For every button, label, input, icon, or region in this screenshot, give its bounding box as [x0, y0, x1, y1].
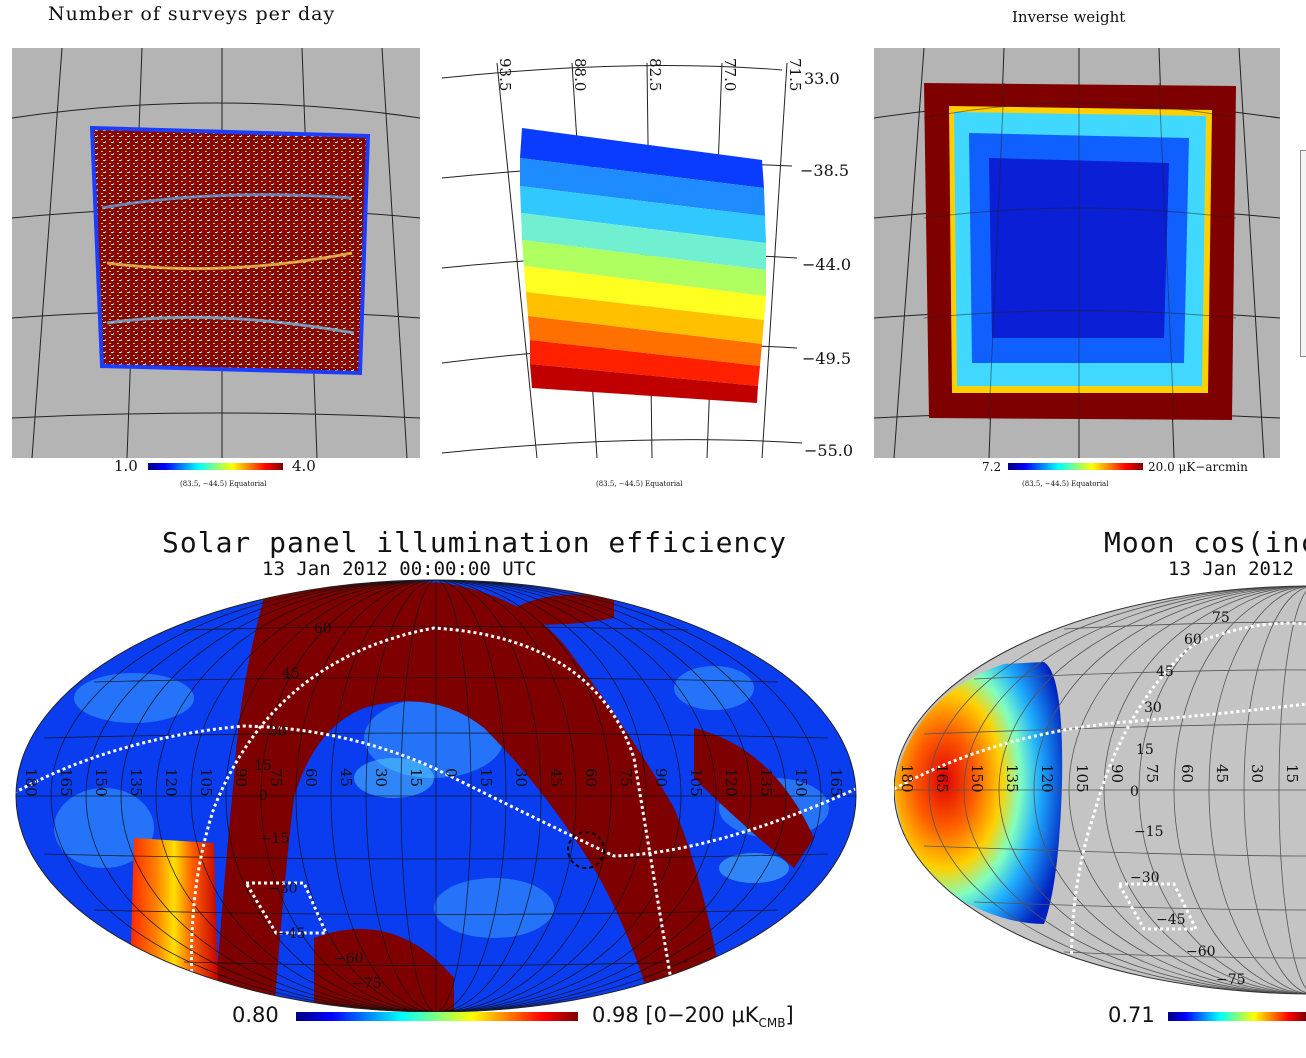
solar-cbar-unit-sub: CMB [758, 1016, 786, 1031]
solar-lon-label-11: 15 [407, 768, 425, 787]
moon-cbar-min: 0.71 [1108, 1003, 1155, 1027]
dec-label-1: −38.5 [800, 161, 849, 180]
moon-colorbar [1168, 1012, 1306, 1021]
solar-subtitle: 13 Jan 2012 00:00:00 UTC [262, 558, 537, 580]
inverse-weight-coord-note: (83.5, −44.5) Equatorial [1022, 480, 1109, 488]
moon-lat-label-2: 45 [1156, 664, 1174, 680]
solar-lon-label-9: 45 [337, 768, 355, 787]
solar-lon-label-0: 180 [22, 768, 40, 797]
solar-lon-label-19: 105 [687, 768, 705, 797]
solar-lon-label-8: 60 [302, 768, 320, 787]
solar-lon-label-3: 135 [127, 768, 145, 797]
moon-lat-label-8: −45 [1156, 912, 1186, 928]
moon-title: Moon cos(inc [1104, 526, 1306, 559]
moon-lon-label-4: 120 [1038, 764, 1056, 793]
dec-label-2: −44.0 [802, 255, 851, 274]
solar-cbar-close: ] [785, 1003, 794, 1027]
moon-lon-label-11: 15 [1283, 764, 1301, 783]
solar-lat-label-1: 45 [282, 666, 300, 682]
moon-lat-label-4: 15 [1136, 742, 1154, 758]
solar-lat-label-8: −60 [334, 951, 364, 967]
moon-lat-label-3: 30 [1144, 700, 1162, 716]
solar-lat-label-7: −45 [276, 926, 306, 942]
solar-lon-label-23: 165 [827, 768, 845, 797]
solar-lon-label-22: 150 [792, 768, 810, 797]
dec-label-3: −49.5 [802, 349, 851, 368]
solar-lat-label-2: 30 [269, 724, 287, 740]
moon-lon-label-8: 60 [1178, 764, 1196, 783]
moon-subtitle: 13 Jan 2012 [1168, 558, 1294, 580]
solar-lat-label-5: −15 [260, 831, 290, 847]
solar-lon-label-10: 30 [372, 768, 390, 787]
moon-lon-label-10: 30 [1248, 764, 1266, 783]
offscreen-panel-edge [1300, 150, 1306, 357]
solar-lon-label-6: 90 [232, 768, 250, 787]
solar-lon-label-13: 15 [477, 768, 495, 787]
solar-lon-label-7: 75 [267, 768, 285, 787]
moon-lon-label-0: 180 [898, 764, 916, 793]
moon-lat-label-5: 0 [1130, 784, 1139, 800]
ra-label-3: 77.0 [721, 58, 739, 91]
solar-lon-label-18: 90 [652, 768, 670, 787]
solar-mollweide-map: 180 165 150 135 120 105 90 75 60 45 30 15 0 15 30 45 60 7… [15, 579, 857, 1013]
solar-colorbar [296, 1012, 578, 1021]
moon-lon-label-2: 150 [968, 764, 986, 793]
moon-lat-label-0: 75 [1212, 610, 1230, 626]
ra-dec-map: 93.5 88.0 82.5 77.0 71.5 33.0 −38.5 −44.… [442, 48, 852, 458]
ra-label-0: 93.5 [496, 58, 514, 91]
inverse-weight-map [874, 48, 1280, 458]
solar-lon-label-2: 150 [92, 768, 110, 797]
solar-lon-label-1: 165 [57, 768, 75, 797]
moon-lon-label-5: 105 [1073, 764, 1091, 793]
ra-label-4: 71.5 [786, 58, 804, 91]
solar-title: Solar panel illumination efficiency [162, 526, 788, 559]
moon-lon-label-3: 135 [1003, 764, 1021, 793]
moon-lat-label-6: −15 [1134, 824, 1164, 840]
solar-lat-label-9: −75 [352, 976, 382, 992]
moon-lat-label-9: −60 [1186, 944, 1216, 960]
surveys-colorbar [148, 463, 283, 470]
solar-lat-label-0: 60 [314, 621, 332, 637]
solar-lat-label-3: 15 [254, 758, 272, 774]
moon-lat-label-1: 60 [1184, 632, 1202, 648]
solar-cbar-max: 0.98 [0−200 μK [592, 1003, 759, 1027]
surveys-title: Number of surveys per day [48, 3, 336, 25]
inverse-weight-cbar-max: 20.0 μK−arcmin [1148, 460, 1248, 474]
inverse-weight-colorbar [1008, 463, 1143, 470]
ra-label-1: 88.0 [571, 58, 589, 91]
dec-label-0: 33.0 [804, 69, 840, 88]
solar-cbar-max-group: 0.98 [0−200 μKCMB] [592, 1003, 794, 1030]
surveys-coord-note: (83.5, −44.5) Equatorial [180, 480, 267, 488]
surveys-cbar-min: 1.0 [114, 457, 138, 475]
surveys-map [12, 48, 420, 458]
solar-lon-label-21: 135 [757, 768, 775, 797]
moon-mollweide-map: 180 165 150 135 120 105 90 75 60 45 30 15 756045301… [894, 585, 1306, 995]
inverse-weight-cbar-min: 7.2 [982, 460, 1002, 474]
solar-lon-label-4: 120 [162, 768, 180, 797]
solar-cbar-min: 0.80 [232, 1003, 279, 1027]
moon-lat-label-10: −75 [1216, 972, 1246, 988]
dec-label-4: −55.0 [804, 441, 852, 458]
solar-lon-label-12: 0 [442, 768, 460, 778]
moon-lon-label-1: 165 [933, 764, 951, 793]
moon-lon-label-9: 45 [1213, 764, 1231, 783]
solar-lon-label-5: 105 [197, 768, 215, 797]
ra-coord-note: (83.5, −44.5) Equatorial [596, 480, 683, 488]
solar-lon-label-17: 75 [617, 768, 635, 787]
surveys-cbar-max: 4.0 [292, 457, 316, 475]
moon-lon-label-7: 75 [1143, 764, 1161, 783]
inverse-weight-title: Inverse weight [1012, 8, 1126, 26]
solar-lon-label-20: 120 [722, 768, 740, 797]
solar-lat-label-6: −30 [268, 881, 298, 897]
moon-lat-label-7: −30 [1130, 870, 1160, 886]
solar-lon-label-14: 30 [512, 768, 530, 787]
solar-lat-label-4: 0 [259, 788, 268, 804]
solar-lon-label-16: 60 [582, 768, 600, 787]
ra-label-2: 82.5 [646, 58, 664, 91]
moon-lon-label-6: 90 [1108, 764, 1126, 783]
solar-lon-label-15: 45 [547, 768, 565, 787]
